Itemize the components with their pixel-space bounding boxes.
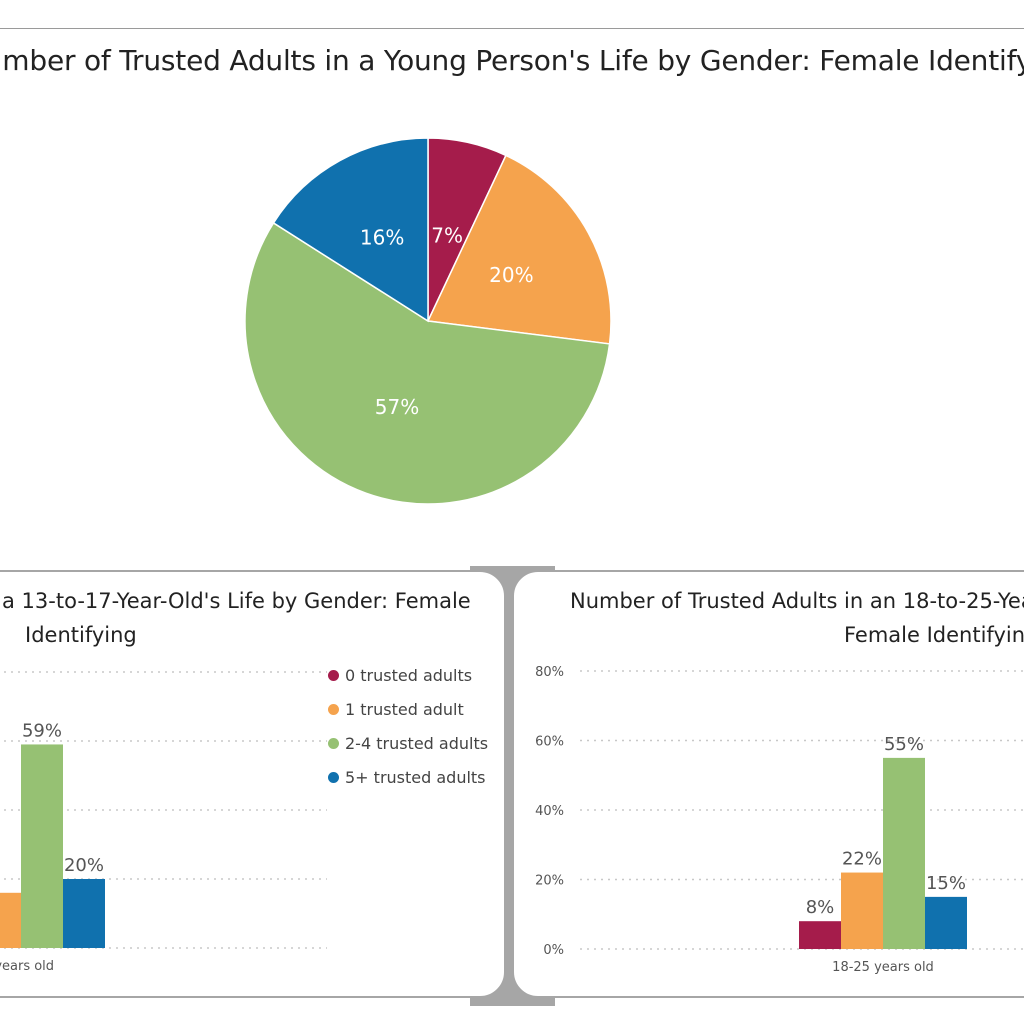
pie-label-1: 20% bbox=[489, 263, 533, 287]
legend-item-0: 0 trusted adults bbox=[328, 658, 488, 692]
chart-title-line-1: Number of Trusted Adults in an 18-to-25-… bbox=[570, 589, 1024, 613]
legend: 0 trusted adults 1 trusted adult 2-4 tru… bbox=[328, 658, 488, 794]
legend-label-1: 1 trusted adult bbox=[345, 699, 464, 719]
legend-label-2: 2-4 trusted adults bbox=[345, 733, 489, 753]
chart-title-line-2: Identifying bbox=[25, 623, 137, 647]
legend-swatch-1 bbox=[328, 703, 339, 715]
pie-chart-title: Number of Trusted Adults in a Young Pers… bbox=[0, 44, 1024, 77]
chart-title-13-17: a 13-to-17-Year-Old's Life by Gender: Fe… bbox=[0, 584, 504, 652]
bar-1 bbox=[841, 872, 883, 949]
bar-chart-18-25: 0% 20% 40% 60% 80% 8% 22% 55% 15% 18-25 years old bbox=[535, 665, 1024, 975]
y-tick-label: 80% bbox=[535, 665, 564, 680]
pie-slice-1 bbox=[426, 154, 612, 345]
bar-data-label-1: 22% bbox=[842, 849, 882, 870]
bar-2 bbox=[21, 744, 63, 948]
bar-data-label-0: 8% bbox=[806, 897, 835, 918]
legend-item-3: 5+ trusted adults bbox=[328, 760, 488, 794]
x-category-label: 18-25 years old bbox=[832, 960, 934, 975]
pie-chart-frame bbox=[0, 28, 1024, 568]
legend-swatch-2 bbox=[328, 737, 339, 749]
chart-title-line-2: Female Identifying bbox=[844, 623, 1024, 647]
legend-swatch-3 bbox=[328, 771, 339, 783]
pie-label-0: 7% bbox=[431, 223, 463, 247]
y-tick-label: 60% bbox=[535, 735, 564, 750]
pie-slice-2 bbox=[244, 221, 611, 505]
bar-data-label-2: 55% bbox=[884, 734, 924, 755]
pie-label-3: 16% bbox=[360, 226, 404, 250]
legend-label-0: 0 trusted adults bbox=[345, 665, 473, 685]
bar-data-label-2: 59% bbox=[22, 720, 62, 741]
chart-title-line-1: a 13-to-17-Year-Old's Life by Gender: Fe… bbox=[2, 589, 471, 613]
bar-1 bbox=[0, 892, 21, 948]
pie-slice-3 bbox=[272, 137, 429, 323]
bar-data-label-3: 20% bbox=[64, 855, 104, 876]
bar-2 bbox=[883, 757, 925, 949]
bar-0 bbox=[799, 921, 841, 949]
legend-item-2: 2-4 trusted adults bbox=[328, 726, 488, 760]
chart-panel-18-25: Number of Trusted Adults in an 18-to-25-… bbox=[512, 570, 1024, 998]
legend-swatch-0 bbox=[328, 669, 339, 681]
x-category-label: 7 years old bbox=[0, 959, 54, 974]
bar-data-label-3: 15% bbox=[926, 873, 966, 894]
bar-3 bbox=[925, 896, 967, 949]
pie-chart: 7% 20% 57% 16% bbox=[244, 137, 612, 505]
bar-chart-13-17: %59%20%7 years old bbox=[0, 671, 327, 974]
chart-title-18-25: Number of Trusted Adults in an 18-to-25-… bbox=[570, 584, 1024, 652]
y-tick-label: 20% bbox=[535, 874, 564, 889]
pie-label-2: 57% bbox=[375, 395, 419, 419]
legend-item-1: 1 trusted adult bbox=[328, 692, 488, 726]
chart-panel-13-17: a 13-to-17-Year-Old's Life by Gender: Fe… bbox=[0, 570, 506, 998]
y-tick-label: 40% bbox=[535, 804, 564, 819]
bar-3 bbox=[63, 879, 105, 948]
y-tick-label: 0% bbox=[543, 943, 564, 958]
legend-label-3: 5+ trusted adults bbox=[345, 767, 486, 787]
